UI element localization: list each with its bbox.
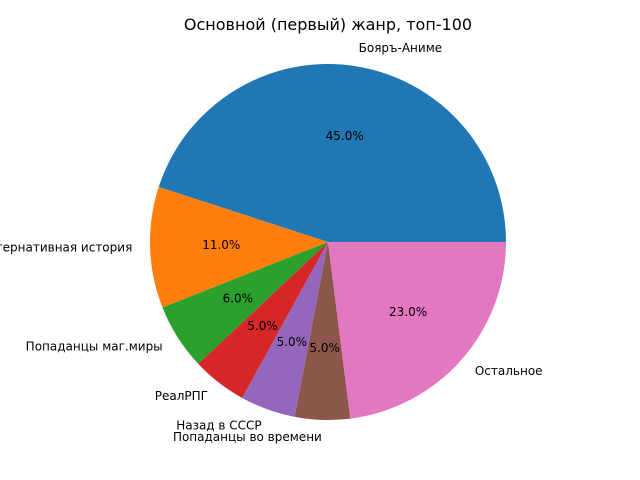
slice-label: Альтернативная история <box>0 241 132 255</box>
percent-label: 5.0% <box>309 341 340 355</box>
slice-label: Бояръ-Аниме <box>359 41 443 55</box>
pie-percent-labels: 45.0%11.0%6.0%5.0%5.0% 5.0%23.0% <box>202 129 427 355</box>
pie-slice <box>328 242 506 419</box>
pie-slice <box>242 242 328 417</box>
pie-slice <box>158 64 506 242</box>
slice-label: Попаданцы маг.миры <box>26 339 163 353</box>
pie-slices <box>150 64 506 421</box>
slice-label: Назад в СССР <box>176 419 261 433</box>
percent-label: 5.0% <box>277 335 308 349</box>
pie-labels: Бояръ-Аниме Альтернативная история Попадан… <box>0 41 543 444</box>
slice-label: РеалРПГ <box>155 389 208 403</box>
percent-label: 11.0% <box>202 238 240 252</box>
pie-slice <box>162 242 328 364</box>
percent-label: 5.0% <box>247 319 278 333</box>
slice-label: Остальное <box>475 364 543 378</box>
chart-title: Основной (первый) жанр, топ-100 <box>184 15 472 34</box>
pie-slice <box>198 242 328 398</box>
percent-label: 45.0% <box>326 129 364 143</box>
percent-label: 6.0% <box>223 292 254 306</box>
slice-label: Попаданцы во времени <box>173 430 322 444</box>
pie-slice <box>294 242 351 421</box>
pie-slice <box>150 186 328 308</box>
percent-label: 23.0% <box>389 305 427 319</box>
